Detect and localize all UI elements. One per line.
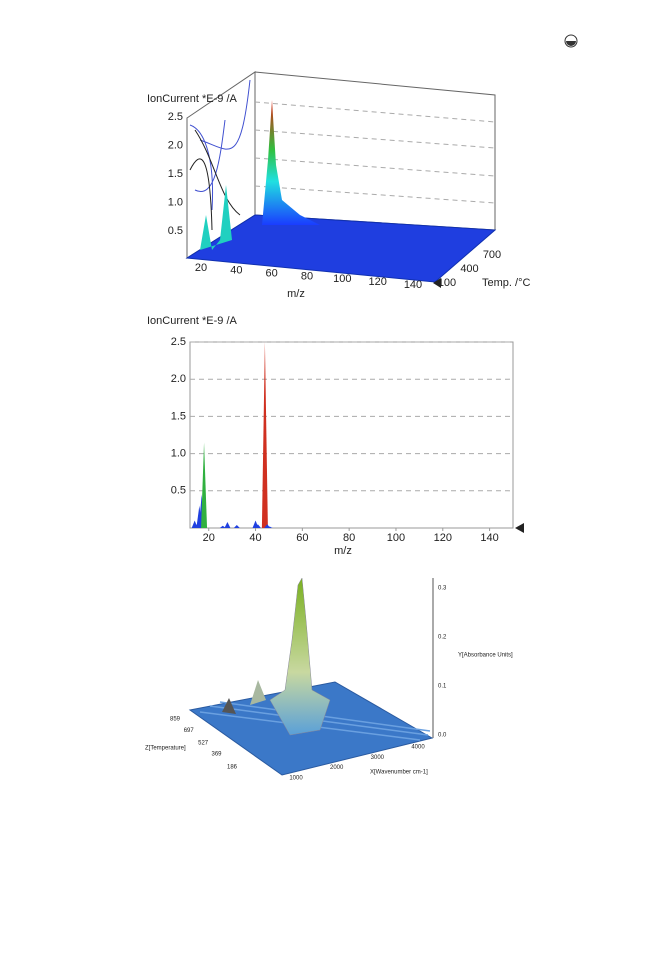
y-axis-title: Y[Absorbance Units] bbox=[458, 653, 513, 659]
axis-marker bbox=[433, 278, 441, 288]
y-tick-label: 1.5 bbox=[168, 168, 183, 180]
y-tick-label: 2.5 bbox=[168, 111, 183, 123]
y-axis-title: IonCurrent *E-9 /A bbox=[147, 315, 238, 327]
z-tick-label: 400 bbox=[460, 263, 478, 275]
axis-marker bbox=[515, 523, 524, 533]
x-tick-label: 20 bbox=[203, 532, 215, 544]
y-tick-label: 0.5 bbox=[171, 485, 186, 497]
y-tick-label: 0.0 bbox=[438, 733, 447, 739]
x-tick-label: 120 bbox=[434, 532, 452, 544]
x-tick-label: 120 bbox=[368, 276, 386, 288]
bar bbox=[233, 525, 240, 528]
bar bbox=[266, 526, 273, 528]
y-tick-label: 1.0 bbox=[168, 196, 183, 208]
y-tick-label: 2.5 bbox=[171, 336, 186, 348]
x-tick-label: 60 bbox=[266, 268, 278, 280]
x-tick-label: 40 bbox=[230, 265, 242, 277]
x-tick-label: 80 bbox=[343, 532, 355, 544]
bar bbox=[201, 442, 208, 528]
y-tick-label: 2.0 bbox=[168, 139, 183, 151]
x-axis-title: m/z bbox=[287, 288, 305, 300]
z-tick-label: 527 bbox=[198, 740, 209, 746]
x-tick-label: 140 bbox=[480, 532, 498, 544]
x-axis-title: m/z bbox=[334, 545, 352, 557]
figure-3d-ftir bbox=[188, 577, 434, 776]
y-tick-label: 2.0 bbox=[171, 373, 186, 385]
x-axis-title: X[Wavenumber cm-1] bbox=[370, 770, 428, 776]
x-tick-label: 60 bbox=[296, 532, 308, 544]
y-tick-label: 0.1 bbox=[438, 684, 447, 690]
z-tick-label: 700 bbox=[483, 249, 501, 261]
x-tick-label: 3000 bbox=[371, 755, 385, 761]
x-tick-label: 100 bbox=[333, 273, 351, 285]
y-tick-label: 0.5 bbox=[168, 225, 183, 237]
z-tick-label: 100 bbox=[438, 277, 456, 289]
x-tick-label: 20 bbox=[195, 262, 207, 274]
z-tick-label: 859 bbox=[170, 717, 181, 723]
y-tick-label: 0.2 bbox=[438, 635, 447, 641]
z-axis-title: Temp. /°C bbox=[482, 277, 530, 289]
z-tick-label: 186 bbox=[227, 765, 238, 771]
bar bbox=[261, 342, 268, 528]
y-tick-label: 1.0 bbox=[171, 448, 186, 460]
x-tick-label: 2000 bbox=[330, 765, 344, 771]
x-tick-label: 40 bbox=[249, 532, 261, 544]
x-tick-label: 4000 bbox=[411, 745, 425, 751]
x-tick-label: 80 bbox=[301, 270, 313, 282]
z-axis-title: Z[Temperature] bbox=[145, 746, 186, 752]
x-tick-label: 140 bbox=[404, 279, 422, 291]
plot-frame bbox=[189, 341, 514, 529]
y-tick-label: 0.3 bbox=[438, 586, 447, 592]
bar bbox=[254, 524, 261, 528]
bar bbox=[224, 522, 231, 528]
z-tick-label: 697 bbox=[184, 728, 195, 734]
y-axis-title: IonCurrent *E-9 /A bbox=[147, 93, 238, 105]
z-tick-label: 369 bbox=[211, 752, 222, 758]
y-tick-label: 1.5 bbox=[171, 410, 186, 422]
bar bbox=[219, 525, 226, 528]
x-tick-label: 100 bbox=[387, 532, 405, 544]
x-tick-label: 1000 bbox=[289, 776, 303, 782]
figure-3d-ms bbox=[185, 71, 497, 283]
logo bbox=[564, 34, 578, 48]
